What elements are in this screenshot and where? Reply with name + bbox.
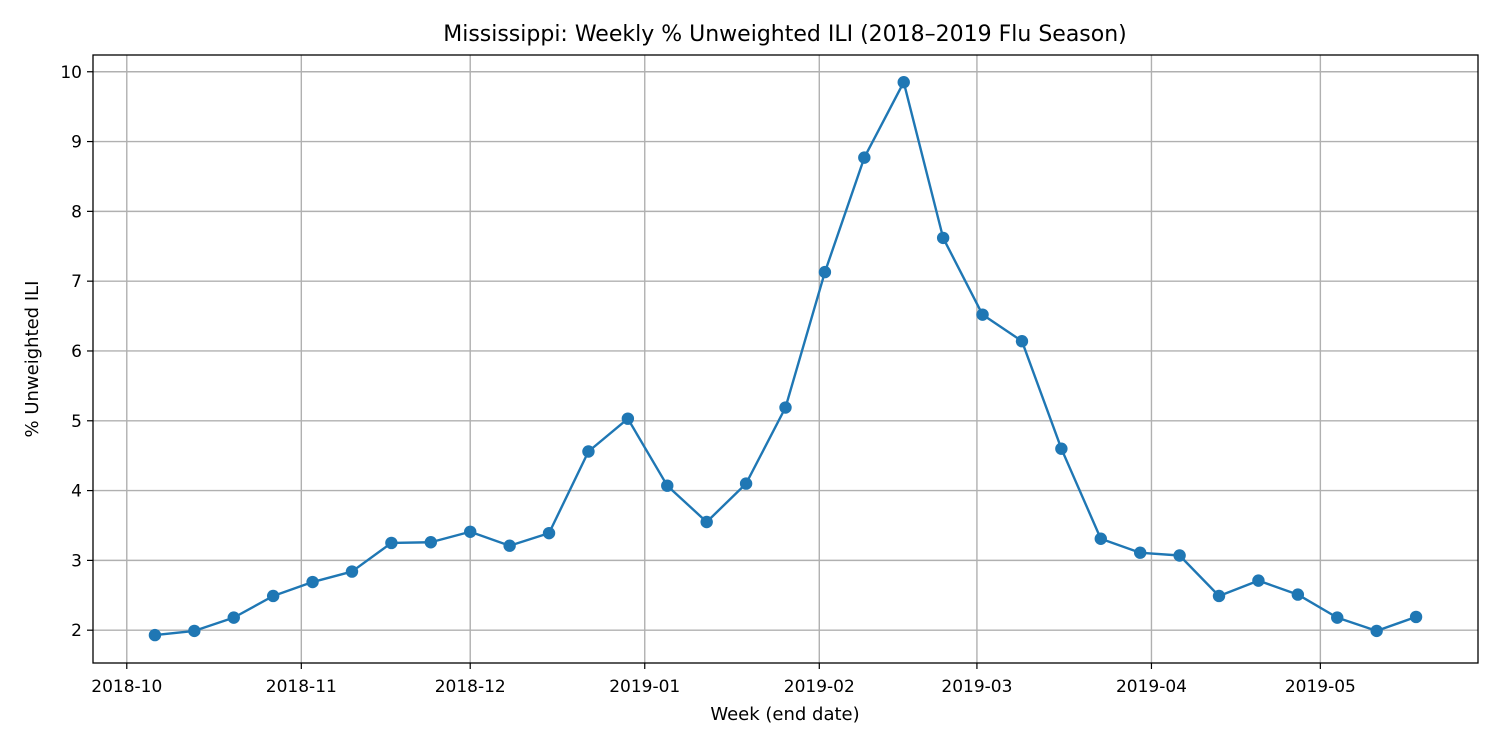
data-point [897,76,910,89]
data-point [1055,442,1068,455]
data-point [266,589,280,603]
chart-title: Mississippi: Weekly % Unweighted ILI (20… [443,22,1127,47]
data-point [700,515,713,529]
y-tick-label: 5 [71,412,82,432]
x-tick-label: 2019-02 [784,677,855,697]
plot-frame [92,54,1479,664]
data-point [858,151,871,164]
data-point [1094,532,1107,545]
y-axis-title: % Unweighted ILI [22,281,43,438]
data-point [1015,334,1029,348]
data-point [582,445,595,458]
data-point [661,479,674,492]
y-axis-ticks: 2 3 4 5 6 7 8 9 10 [60,63,93,641]
data-point [936,231,950,245]
x-tick-label: 2019-05 [1285,677,1356,697]
data-point [1370,624,1383,638]
data-point [1291,588,1305,601]
y-tick-label: 2 [71,621,82,641]
data-point [542,526,556,540]
y-tick-label: 6 [71,342,82,362]
data-point [503,539,516,552]
x-tick-label: 2018-10 [91,677,162,697]
data-point [188,624,201,638]
data-point [424,536,438,549]
data-point [976,308,989,321]
y-tick-label: 10 [60,63,82,83]
data-point [345,565,359,578]
y-tick-label: 4 [71,482,82,502]
x-axis-ticks: 2018-10 2018-11 2018-12 2019-01 2019-02 2019-… [91,663,1356,697]
grid [93,55,1478,663]
data-point [1133,546,1147,559]
data-point [227,611,240,624]
y-tick-label: 3 [71,551,82,571]
x-axis-title: Week (end date) [710,704,859,725]
data-point [464,525,477,538]
data-point [1409,610,1423,624]
data-point [385,536,398,550]
data-point [621,412,635,425]
y-tick-label: 7 [71,272,82,292]
data-point [818,265,832,279]
series-markers [148,76,1423,642]
data-point [1252,574,1265,587]
x-tick-label: 2018-12 [435,677,506,697]
x-tick-label: 2019-03 [941,677,1012,697]
data-point [1331,611,1344,624]
data-point [1173,549,1186,562]
data-point [1212,589,1226,603]
x-tick-label: 2019-04 [1116,677,1187,697]
data-point [779,401,792,414]
y-tick-label: 8 [71,202,82,222]
data-point [306,575,319,589]
x-tick-label: 2018-11 [266,677,337,697]
y-tick-label: 9 [71,133,82,153]
data-point [739,477,753,490]
data-point [148,628,162,642]
x-tick-label: 2019-01 [609,677,680,697]
